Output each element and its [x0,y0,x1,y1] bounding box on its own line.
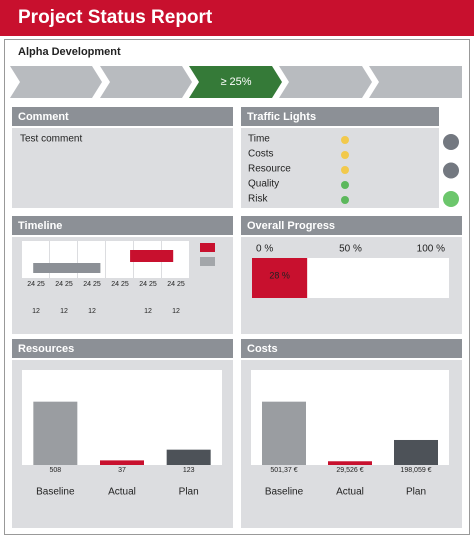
panel-body [241,128,439,208]
light-label: Time [248,134,270,145]
bar [394,439,438,465]
category-label: Plan [179,487,199,498]
panel-title: Traffic Lights [247,111,316,123]
light-label: Quality [248,179,279,190]
panel-title: Overall Progress [247,220,335,232]
page-title: Project Status Report [18,7,213,28]
category-label: Actual [108,487,136,498]
timeline-label: 24 25 [167,281,185,288]
progress-label: 28 % [269,270,290,280]
timeline-sublabel: 12 [60,308,68,315]
category-label: Baseline [36,487,75,498]
value-label: 37 [118,467,126,474]
bar [33,401,78,465]
category-label: Actual [336,487,364,498]
panel-title: Costs [247,343,278,355]
panel-body [12,128,233,208]
phase [279,66,372,98]
project-name: Alpha Development [18,46,121,58]
bar [262,401,306,465]
bar [166,449,211,465]
progress-tick: 0 % [256,244,273,255]
phase [100,66,192,98]
header-bar [0,0,474,36]
phase [10,66,102,98]
light-dot [341,136,349,144]
comment-text: Test comment [20,134,82,145]
indicator [443,162,459,179]
value-label: 501,37 € [270,467,297,474]
indicator [443,134,459,150]
value-label: 123 [183,467,195,474]
timeline-sublabel: 12 [144,308,152,315]
panel-header [241,339,462,358]
light-dot [341,181,349,189]
light-label: Resource [248,164,291,175]
category-label: Plan [406,487,426,498]
phase-chevrons [10,66,462,98]
stage-label: ≥ 25% [220,76,251,88]
light-label: Risk [248,194,268,205]
legend-swatch [200,243,215,252]
timeline-column [106,241,133,278]
timeline-sublabel: 12 [172,308,180,315]
timeline-sublabel: 12 [88,308,96,315]
bar [328,461,372,465]
panel-title: Resources [18,343,74,355]
panel-header [12,339,233,358]
panel-title: Timeline [18,220,62,232]
light-label: Costs [248,149,274,160]
timeline-label: 24 25 [139,281,157,288]
light-dot [341,151,349,159]
timeline-label: 24 25 [83,281,101,288]
progress-tick: 50 % [339,244,362,255]
progress-bar [252,258,308,298]
timeline-bar [33,263,101,273]
legend-swatch [200,257,215,266]
value-label: 198,059 € [400,467,431,474]
light-dot [341,196,349,204]
light-dot [341,166,349,174]
progress-tick: 100 % [417,244,445,255]
value-label: 508 [49,467,61,474]
value-label: 29,526 € [336,467,363,474]
timeline-sublabel: 12 [32,308,40,315]
timeline-label: 24 25 [55,281,73,288]
phase [369,66,462,98]
timeline-label: 24 25 [111,281,129,288]
panel-title: Comment [18,111,69,123]
timeline-bar [130,250,174,262]
phase-current [189,66,282,98]
indicator [443,191,459,207]
panel-header [12,216,233,235]
timeline-label: 24 25 [27,281,45,288]
panel-header [12,107,233,126]
panel-header [241,216,462,235]
category-label: Baseline [265,487,304,498]
panel-header [241,107,439,126]
bar [100,460,144,465]
